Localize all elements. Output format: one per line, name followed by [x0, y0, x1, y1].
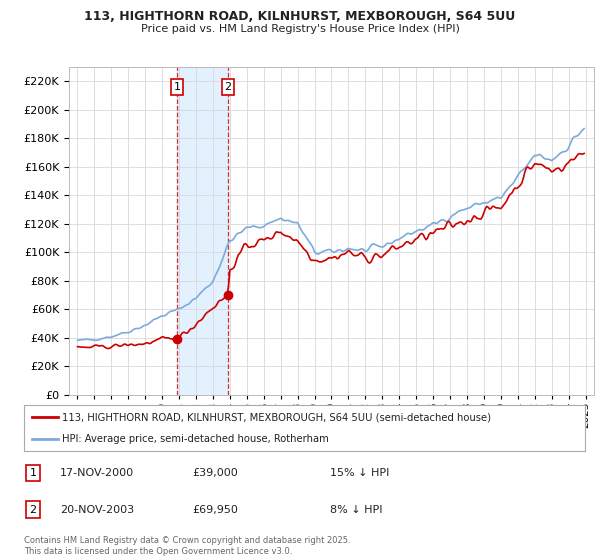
Text: 1: 1	[29, 468, 37, 478]
Text: 113, HIGHTHORN ROAD, KILNHURST, MEXBOROUGH, S64 5UU (semi-detached house): 113, HIGHTHORN ROAD, KILNHURST, MEXBOROU…	[62, 412, 491, 422]
Text: 8% ↓ HPI: 8% ↓ HPI	[330, 505, 383, 515]
Bar	[177, 67, 228, 395]
Text: 15% ↓ HPI: 15% ↓ HPI	[330, 468, 389, 478]
Text: 113, HIGHTHORN ROAD, KILNHURST, MEXBOROUGH, S64 5UU: 113, HIGHTHORN ROAD, KILNHURST, MEXBOROU…	[85, 10, 515, 22]
Text: HPI: Average price, semi-detached house, Rotherham: HPI: Average price, semi-detached house,…	[62, 435, 329, 444]
Text: Contains HM Land Registry data © Crown copyright and database right 2025.
This d: Contains HM Land Registry data © Crown c…	[24, 536, 350, 556]
Text: 2: 2	[29, 505, 37, 515]
Text: £69,950: £69,950	[192, 505, 238, 515]
Text: 17-NOV-2000: 17-NOV-2000	[60, 468, 134, 478]
Text: £39,000: £39,000	[192, 468, 238, 478]
Text: 20-NOV-2003: 20-NOV-2003	[60, 505, 134, 515]
Text: 1: 1	[173, 82, 181, 92]
Text: 2: 2	[224, 82, 232, 92]
Text: Price paid vs. HM Land Registry's House Price Index (HPI): Price paid vs. HM Land Registry's House …	[140, 24, 460, 34]
